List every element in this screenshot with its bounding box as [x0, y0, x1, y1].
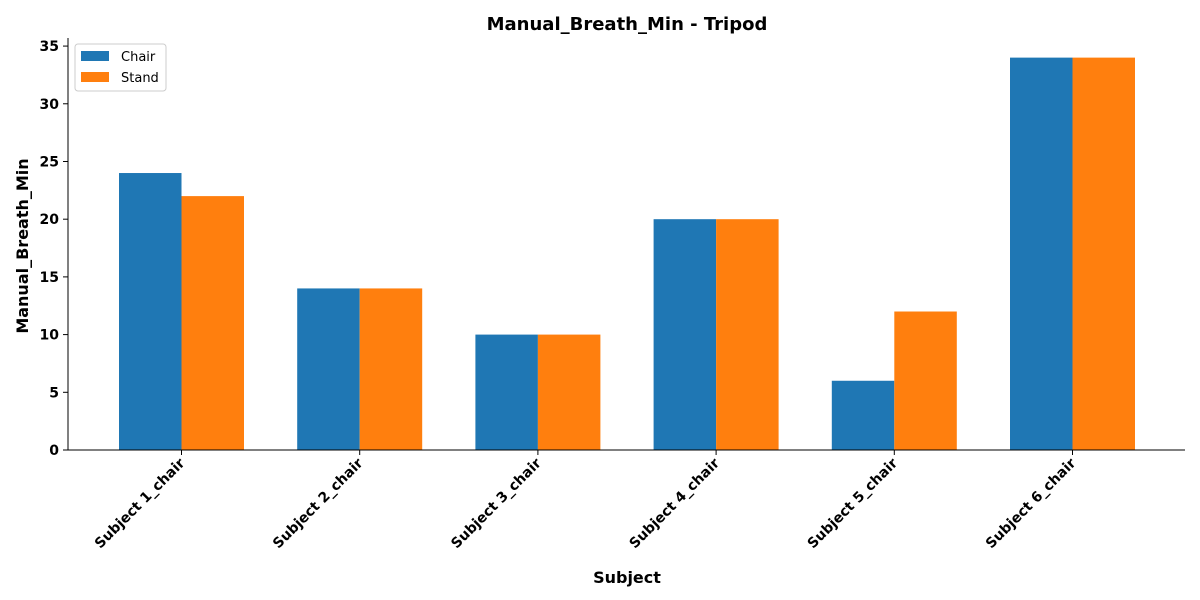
- y-tick-label: 30: [40, 97, 60, 113]
- y-tick-label: 0: [49, 443, 59, 459]
- x-tick-label: Subject 2_chair: [270, 455, 367, 552]
- bar-stand-4: [716, 219, 779, 450]
- bar-chair-1: [119, 173, 182, 450]
- y-tick-label: 25: [40, 154, 59, 170]
- legend-label-chair: Chair: [121, 50, 156, 65]
- y-ticks-layer: 0 5 10 15 20 25 30 35: [40, 39, 68, 459]
- x-tick-label: Subject 5_chair: [805, 455, 902, 552]
- bar-chair-4: [654, 219, 717, 450]
- bar-stand-6: [1073, 58, 1136, 450]
- bar-stand-5: [894, 312, 957, 450]
- y-tick-label: 10: [40, 328, 60, 344]
- y-axis-label: Manual_Breath_Min: [13, 158, 32, 333]
- x-tick-label: Subject 1_chair: [92, 455, 189, 552]
- x-ticks-layer: Subject 1_chair Subject 2_chair Subject 3_…: [92, 450, 1080, 552]
- chart-title: Manual_Breath_Min - Tripod: [487, 14, 768, 35]
- bar-chair-5: [832, 381, 895, 450]
- legend-label-stand: Stand: [121, 71, 159, 86]
- bar-stand-1: [182, 196, 245, 450]
- bars-layer: [119, 58, 1135, 450]
- legend-swatch-chair: [81, 51, 109, 61]
- x-axis-label: Subject: [593, 568, 661, 587]
- bar-chair-6: [1010, 58, 1073, 450]
- y-tick-label: 15: [40, 270, 59, 286]
- bar-stand-3: [538, 335, 601, 450]
- legend: Chair Stand: [75, 44, 166, 91]
- y-tick-label: 5: [49, 385, 59, 401]
- bar-chair-2: [297, 288, 360, 450]
- x-tick-label: Subject 6_chair: [983, 455, 1080, 552]
- legend-swatch-stand: [81, 72, 109, 82]
- x-tick-label: Subject 3_chair: [448, 455, 545, 552]
- y-tick-label: 35: [40, 39, 59, 55]
- bar-chair-3: [475, 335, 538, 450]
- y-tick-label: 20: [40, 212, 60, 228]
- x-tick-label: Subject 4_chair: [626, 455, 723, 552]
- bar-stand-2: [360, 288, 423, 450]
